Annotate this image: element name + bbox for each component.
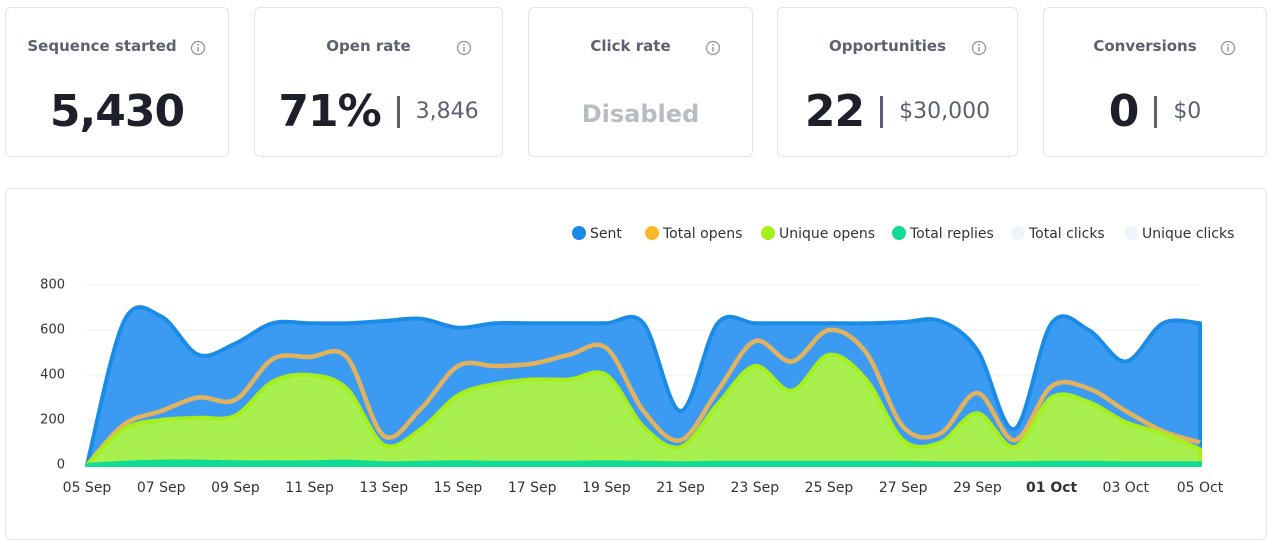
y-tick-label: 400 (40, 368, 65, 383)
info-circle (705, 40, 721, 56)
info-dot (712, 43, 714, 46)
stat-card: Open rate 71% 3,846 (254, 7, 503, 157)
info-icon (1220, 40, 1236, 56)
card-value: Disabled (581, 100, 700, 128)
card-value-row: 71% 3,846 (255, 86, 502, 137)
x-tick-label: 23 Sep (730, 480, 779, 496)
separator (880, 95, 884, 128)
x-tick-label: 15 Sep (434, 480, 483, 496)
separator (396, 95, 400, 128)
x-tick-label: 17 Sep (508, 480, 557, 496)
y-tick-label: 600 (40, 323, 65, 338)
y-tick-label: 800 (40, 278, 65, 293)
legend-label: Total clicks (1028, 226, 1105, 242)
info-icon (190, 40, 206, 56)
x-tick-label: 11 Sep (285, 480, 334, 496)
card-value: 22 (804, 86, 865, 137)
series-area (85, 352, 1202, 467)
card-title: Conversions (1093, 37, 1197, 55)
x-tick-label: 29 Sep (953, 480, 1002, 496)
card-value-row: 0 $0 (1044, 86, 1266, 137)
x-tick-label: 25 Sep (805, 480, 854, 496)
x-tick-label: 05 Oct (1177, 480, 1224, 496)
legend-swatch (1011, 226, 1025, 240)
card-value: 71% (278, 86, 381, 137)
card-value-row: 5,430 (6, 86, 228, 137)
info-dot (1227, 43, 1229, 46)
x-tick-label: 21 Sep (656, 480, 705, 496)
series-area (85, 459, 1202, 467)
card-title: Opportunities (828, 37, 946, 55)
info-icon (456, 40, 472, 56)
x-tick-label: 05 Sep (63, 480, 112, 496)
card-title: Click rate (590, 37, 671, 55)
card-secondary: $0 (1173, 99, 1202, 124)
stat-card: Conversions 0 $0 (1043, 7, 1267, 157)
card-value-row: Disabled (529, 86, 752, 128)
x-tick-label: 03 Oct (1103, 480, 1150, 496)
stat-card: Click rate Disabled (528, 7, 753, 157)
info-dot (463, 43, 465, 46)
legend-label: Total replies (909, 226, 994, 242)
info-icon (971, 40, 987, 56)
card-value: 0 (1108, 86, 1140, 137)
x-tick-label: 09 Sep (211, 480, 260, 496)
info-circle (190, 40, 206, 56)
x-tick-label: 19 Sep (582, 480, 631, 496)
chart-panel (5, 188, 1267, 540)
info-dot (197, 43, 199, 46)
legend-label: Sent (590, 226, 622, 242)
info-circle (971, 40, 987, 56)
stat-card: Opportunities 22 $30,000 (777, 7, 1018, 157)
card-secondary: $30,000 (899, 99, 991, 124)
x-tick-label: 13 Sep (359, 480, 408, 496)
legend-label: Unique clicks (1142, 226, 1234, 242)
card-title: Open rate (326, 37, 411, 55)
info-dot (978, 43, 980, 46)
y-tick-label: 0 (57, 458, 65, 473)
card-secondary: 3,846 (415, 99, 479, 124)
legend-swatch (892, 226, 906, 240)
x-tick-label: 01 Oct (1026, 480, 1078, 496)
card-title: Sequence started (27, 37, 177, 55)
x-tick-label: 27 Sep (879, 480, 928, 496)
x-tick-label: 07 Sep (137, 480, 186, 496)
legend-swatch (1124, 226, 1138, 240)
card-value: 5,430 (49, 86, 185, 137)
legend-swatch (761, 226, 775, 240)
info-icon (705, 40, 721, 56)
info-circle (456, 40, 472, 56)
legend-label: Total opens (662, 226, 742, 242)
card-value-row: 22 $30,000 (778, 86, 1017, 137)
info-circle (1220, 40, 1236, 56)
separator (1154, 95, 1158, 128)
legend-swatch (645, 226, 659, 240)
y-tick-label: 200 (40, 413, 65, 428)
series-line (85, 327, 1201, 467)
legend-label: Unique opens (779, 226, 875, 242)
legend-swatch (572, 226, 586, 240)
stat-card: Sequence started 5,430 (5, 7, 229, 157)
